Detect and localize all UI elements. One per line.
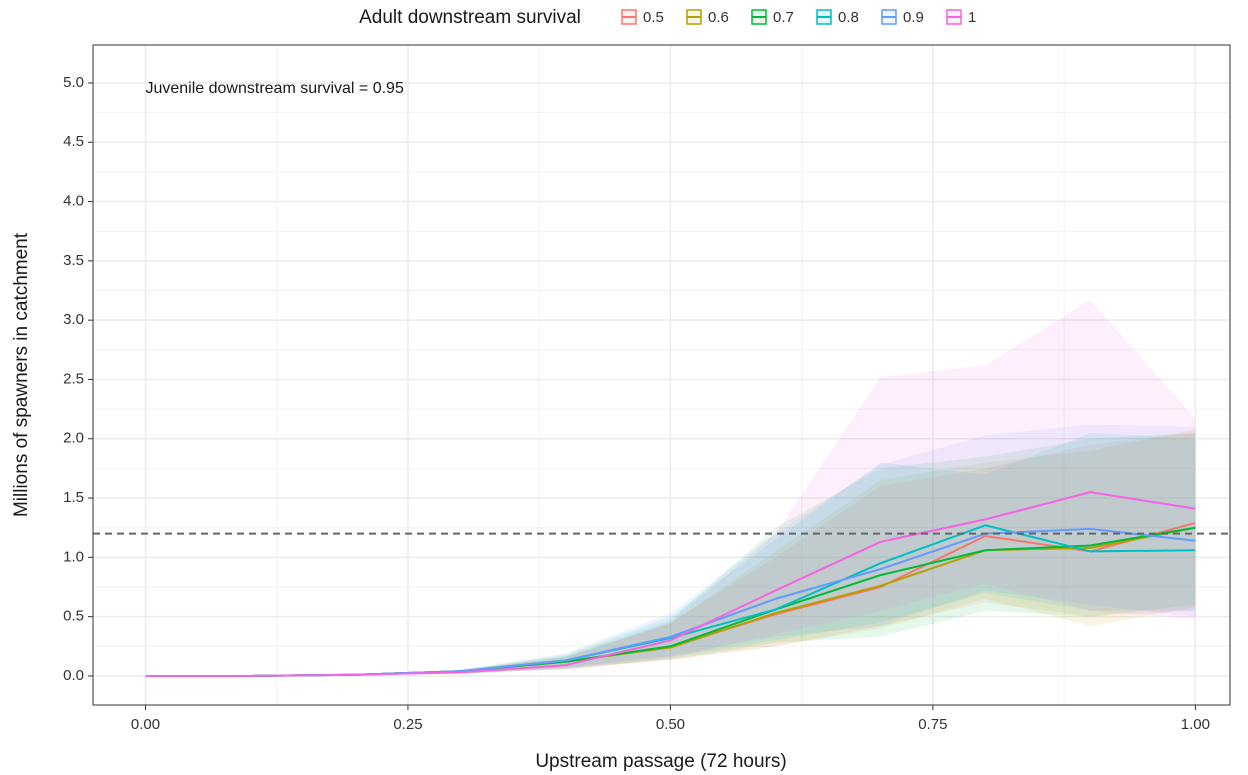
y-tick-label: 3.0 bbox=[63, 311, 84, 328]
x-tick-label: 0.25 bbox=[393, 716, 422, 733]
x-tick-label: 0.75 bbox=[918, 716, 947, 733]
legend-label: 0.9 bbox=[903, 9, 924, 26]
ribbon bbox=[145, 424, 1196, 676]
y-tick-label: 1.0 bbox=[63, 548, 84, 565]
y-tick-label: 0.0 bbox=[63, 667, 84, 684]
y-axis-title: Millions of spawners in catchment bbox=[11, 232, 32, 517]
y-tick-label: 1.5 bbox=[63, 489, 84, 506]
x-axis-title: Upstream passage (72 hours) bbox=[535, 751, 786, 772]
y-tick-label: 2.5 bbox=[63, 370, 84, 387]
y-tick-label: 4.5 bbox=[63, 133, 84, 150]
legend-title: Adult downstream survival bbox=[359, 7, 581, 28]
y-tick-label: 5.0 bbox=[63, 74, 84, 91]
panel-border bbox=[92, 44, 1231, 706]
ribbon bbox=[145, 429, 1196, 676]
x-tick-label: 0.50 bbox=[656, 716, 685, 733]
legend-label: 0.7 bbox=[773, 9, 794, 26]
y-tick-label: 3.5 bbox=[63, 252, 84, 269]
x-tick-label: 1.00 bbox=[1181, 716, 1210, 733]
legend-label: 1 bbox=[968, 9, 976, 26]
panel bbox=[93, 45, 1230, 705]
legend-label: 0.5 bbox=[643, 9, 664, 26]
y-tick-label: 0.5 bbox=[63, 608, 84, 625]
y-tick-label: 4.0 bbox=[63, 193, 84, 210]
ribbon bbox=[145, 432, 1196, 676]
y-tick-label: 2.0 bbox=[63, 430, 84, 447]
ribbon bbox=[145, 432, 1196, 676]
series-line bbox=[145, 491, 1196, 677]
annotation: Juvenile downstream survival = 0.95 bbox=[145, 80, 403, 97]
ribbon bbox=[145, 432, 1196, 676]
ribbon bbox=[145, 299, 1196, 676]
legend-label: 0.6 bbox=[708, 9, 729, 26]
x-tick-label: 0.00 bbox=[131, 716, 160, 733]
legend-label: 0.8 bbox=[838, 9, 859, 26]
